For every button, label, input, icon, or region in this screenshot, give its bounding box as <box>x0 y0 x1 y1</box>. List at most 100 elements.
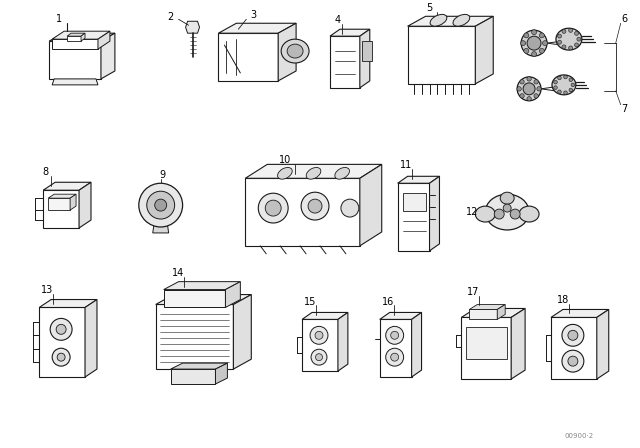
Ellipse shape <box>575 31 579 35</box>
Polygon shape <box>216 363 227 384</box>
Polygon shape <box>48 194 76 198</box>
Polygon shape <box>330 29 370 36</box>
Ellipse shape <box>575 43 579 47</box>
Ellipse shape <box>569 88 573 92</box>
Ellipse shape <box>569 46 573 50</box>
Text: 7: 7 <box>621 104 628 114</box>
Polygon shape <box>186 21 200 33</box>
Ellipse shape <box>287 44 303 58</box>
Ellipse shape <box>341 199 359 217</box>
Ellipse shape <box>316 353 323 361</box>
Polygon shape <box>469 310 497 319</box>
Ellipse shape <box>430 14 447 26</box>
Polygon shape <box>156 294 252 305</box>
Polygon shape <box>596 310 609 379</box>
Text: 5: 5 <box>426 3 433 13</box>
Ellipse shape <box>524 33 529 38</box>
Text: 15: 15 <box>304 297 316 306</box>
Text: 6: 6 <box>621 14 628 24</box>
Ellipse shape <box>569 78 573 82</box>
Polygon shape <box>218 33 278 81</box>
Ellipse shape <box>537 86 541 91</box>
Ellipse shape <box>265 200 281 216</box>
Ellipse shape <box>453 14 470 26</box>
Polygon shape <box>48 198 70 210</box>
Ellipse shape <box>139 183 182 227</box>
Ellipse shape <box>476 206 495 222</box>
Text: 10: 10 <box>279 155 291 165</box>
Ellipse shape <box>278 168 292 179</box>
Ellipse shape <box>306 168 321 179</box>
Ellipse shape <box>557 90 561 94</box>
Ellipse shape <box>532 30 536 34</box>
Text: 18: 18 <box>557 294 569 305</box>
Ellipse shape <box>543 41 547 46</box>
Polygon shape <box>380 312 422 319</box>
Ellipse shape <box>57 353 65 361</box>
Polygon shape <box>360 29 370 88</box>
Polygon shape <box>511 309 525 379</box>
Polygon shape <box>39 307 85 377</box>
Ellipse shape <box>310 326 328 344</box>
Polygon shape <box>245 164 381 178</box>
Polygon shape <box>156 305 234 369</box>
Ellipse shape <box>556 28 582 50</box>
Polygon shape <box>360 164 381 246</box>
Ellipse shape <box>155 199 166 211</box>
Ellipse shape <box>301 192 329 220</box>
Polygon shape <box>79 182 91 228</box>
Text: 4: 4 <box>335 15 341 25</box>
Polygon shape <box>49 33 115 41</box>
Ellipse shape <box>562 30 566 34</box>
Polygon shape <box>98 31 110 49</box>
Polygon shape <box>497 305 505 319</box>
Text: 3: 3 <box>250 10 257 20</box>
Ellipse shape <box>564 75 567 79</box>
Polygon shape <box>164 289 225 307</box>
Polygon shape <box>461 309 525 318</box>
Polygon shape <box>67 36 81 41</box>
Ellipse shape <box>52 348 70 366</box>
Polygon shape <box>39 300 97 307</box>
Ellipse shape <box>259 193 288 223</box>
Ellipse shape <box>527 36 541 50</box>
Polygon shape <box>234 294 252 369</box>
Polygon shape <box>164 282 241 289</box>
Ellipse shape <box>564 91 567 95</box>
Polygon shape <box>408 16 493 26</box>
Polygon shape <box>469 305 505 310</box>
Polygon shape <box>153 219 169 233</box>
Ellipse shape <box>50 319 72 340</box>
Ellipse shape <box>517 86 522 91</box>
Ellipse shape <box>519 206 539 222</box>
Polygon shape <box>551 310 609 318</box>
Polygon shape <box>171 363 227 369</box>
Ellipse shape <box>485 194 529 230</box>
Ellipse shape <box>557 76 561 80</box>
Polygon shape <box>70 194 76 210</box>
Ellipse shape <box>524 48 529 53</box>
Polygon shape <box>225 282 241 307</box>
Polygon shape <box>52 79 98 85</box>
Ellipse shape <box>534 80 538 84</box>
Polygon shape <box>380 319 412 377</box>
Text: 00900·2: 00900·2 <box>564 433 594 439</box>
Polygon shape <box>44 182 91 190</box>
Text: 16: 16 <box>381 297 394 306</box>
Polygon shape <box>412 312 422 377</box>
Polygon shape <box>551 318 596 379</box>
Ellipse shape <box>281 39 309 63</box>
Ellipse shape <box>503 204 511 212</box>
Polygon shape <box>101 33 115 79</box>
Ellipse shape <box>571 83 575 86</box>
Ellipse shape <box>540 48 544 53</box>
Polygon shape <box>85 300 97 377</box>
Text: 12: 12 <box>466 207 479 217</box>
Ellipse shape <box>554 86 557 90</box>
Ellipse shape <box>520 80 524 84</box>
Text: 13: 13 <box>41 284 53 295</box>
Ellipse shape <box>562 350 584 372</box>
Polygon shape <box>44 190 79 228</box>
Ellipse shape <box>557 40 561 44</box>
Ellipse shape <box>520 41 525 46</box>
